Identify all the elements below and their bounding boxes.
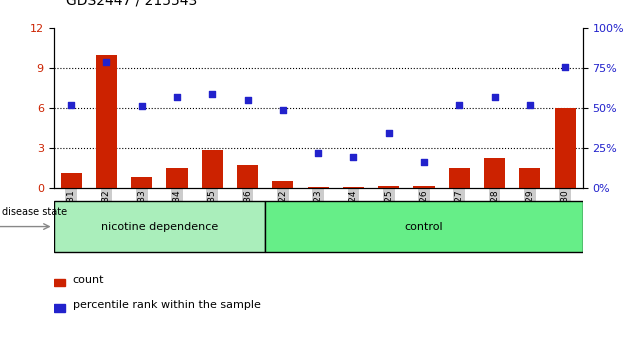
Point: [137, 103, 147, 109]
Bar: [272, 181, 294, 188]
Bar: [166, 168, 188, 188]
Text: GDS2447 / 215543: GDS2447 / 215543: [66, 0, 197, 7]
Bar: [307, 187, 329, 188]
Point: [101, 59, 112, 65]
Point: [560, 64, 570, 69]
Text: count: count: [72, 275, 104, 285]
Bar: [343, 187, 364, 188]
Point: [490, 94, 500, 100]
Bar: [413, 185, 435, 188]
Bar: [96, 55, 117, 188]
Point: [66, 102, 76, 108]
Point: [348, 154, 358, 160]
Point: [419, 159, 429, 165]
Point: [525, 102, 535, 108]
Text: control: control: [404, 222, 444, 232]
Text: percentile rank within the sample: percentile rank within the sample: [72, 300, 260, 310]
Text: nicotine dependence: nicotine dependence: [101, 222, 218, 232]
Point: [207, 91, 217, 97]
Bar: [484, 159, 505, 188]
Bar: [60, 173, 82, 188]
Point: [172, 94, 182, 100]
Bar: [131, 177, 152, 188]
Bar: [202, 150, 223, 188]
Bar: [237, 165, 258, 188]
Bar: [54, 279, 65, 286]
Bar: [554, 108, 576, 188]
Bar: [54, 201, 265, 252]
Point: [313, 150, 323, 155]
Bar: [378, 185, 399, 188]
Bar: [54, 304, 65, 312]
Point: [454, 102, 464, 108]
Bar: [449, 168, 470, 188]
Point: [384, 131, 394, 136]
Point: [243, 97, 253, 103]
Text: disease state: disease state: [2, 207, 67, 217]
Bar: [519, 168, 541, 188]
Point: [278, 107, 288, 113]
Bar: [265, 201, 583, 252]
